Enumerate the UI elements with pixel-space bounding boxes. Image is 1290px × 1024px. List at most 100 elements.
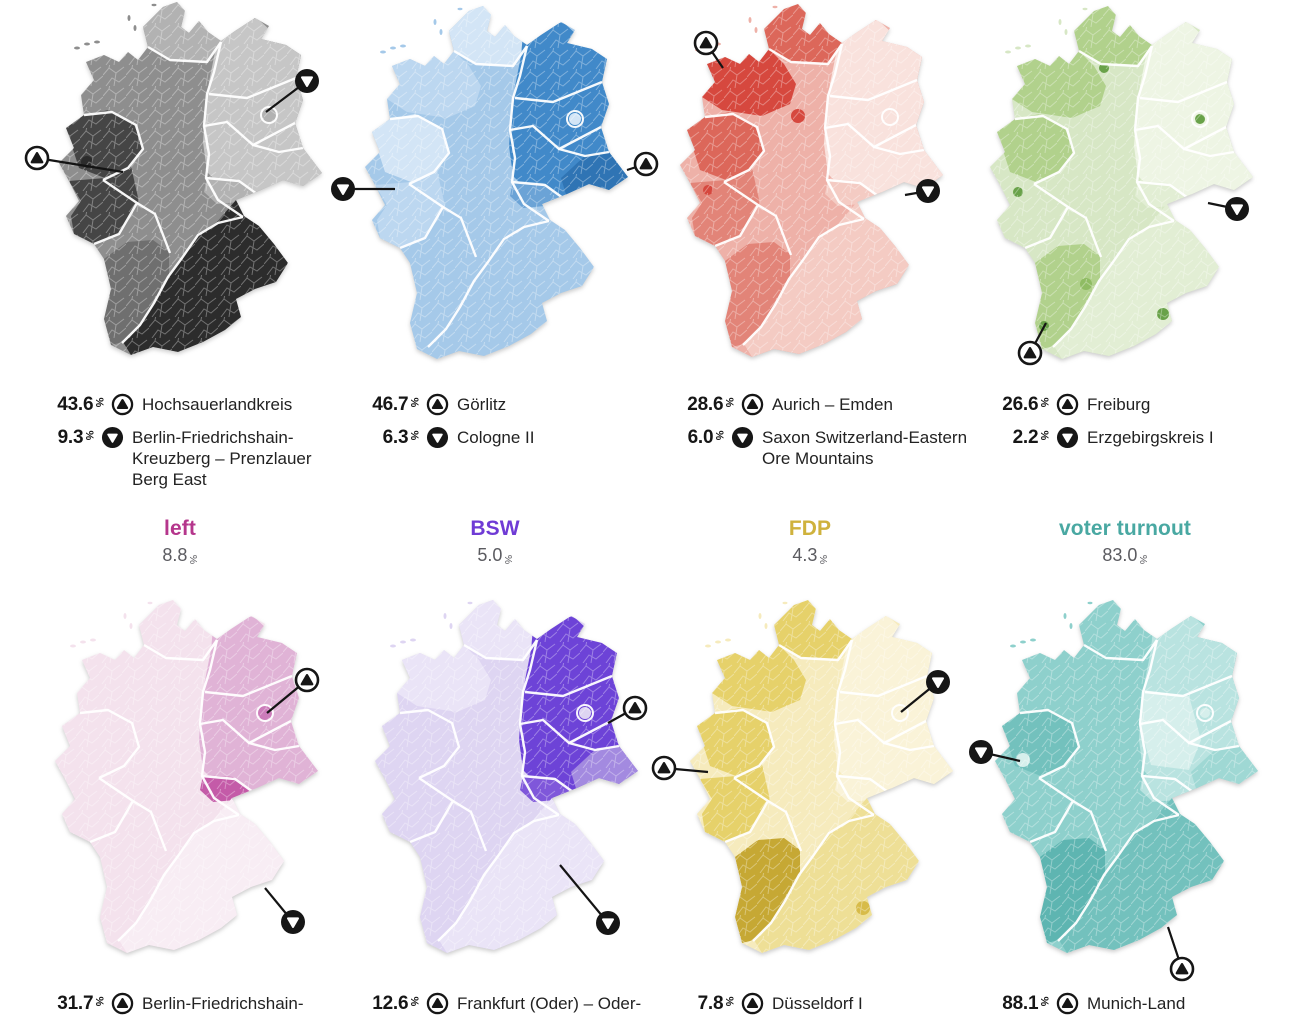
max-stat-icon — [426, 992, 449, 1015]
germany-map — [680, 4, 943, 357]
max-stat-icon — [111, 992, 134, 1015]
choropleth-map-blue — [331, 0, 663, 392]
map-extremes: 46.7% Görlitz 6.3% Cologne II — [345, 393, 653, 460]
germany-map — [995, 600, 1258, 953]
max-marker-icon — [693, 30, 719, 56]
map-title: left — [164, 517, 196, 540]
stat-max-district: Berlin-Friedrichshain- — [142, 994, 304, 1013]
stat-max-value: 12.6% — [372, 993, 421, 1014]
map-extremes: 12.6% Frankfurt (Oder) – Oder- — [345, 992, 653, 1024]
min-marker-icon — [331, 177, 355, 201]
max-stat-icon — [741, 992, 764, 1015]
percent-sign: % — [83, 430, 96, 441]
map-title-value: 4.3% — [792, 545, 829, 565]
stat-min-district: Erzgebirgskreis I — [1087, 428, 1214, 447]
map-title-block: BSW 5.0% — [345, 517, 645, 566]
max-stat-icon — [741, 393, 764, 416]
stat-min: 6.0% Saxon Switzerland-Eastern Ore Mount… — [660, 426, 968, 469]
map-extremes: 31.7% Berlin-Friedrichshain- — [30, 992, 338, 1024]
max-stat-icon — [426, 393, 449, 416]
stat-max-district: Frankfurt (Oder) – Oder- — [457, 994, 642, 1013]
max-marker-icon — [651, 755, 677, 781]
stat-max: 7.8% Düsseldorf I — [660, 992, 968, 1015]
stat-min-district: Cologne II — [457, 428, 535, 447]
min-marker-icon — [969, 740, 993, 764]
max-marker-icon — [294, 667, 320, 693]
min-marker-icon — [926, 670, 950, 694]
choropleth-map-yellow — [648, 590, 978, 990]
stat-max: 31.7% Berlin-Friedrichshain- — [30, 992, 338, 1015]
max-marker-icon — [1017, 340, 1043, 366]
stat-min-value: 6.0% — [687, 427, 726, 448]
map-title-value: 8.8% — [162, 545, 199, 565]
germany-map — [365, 6, 628, 359]
stat-max-district: Görlitz — [457, 395, 507, 414]
min-stat-icon — [1056, 426, 1079, 449]
map-title-block: FDP 4.3% — [660, 517, 960, 566]
percent-sign: % — [1137, 554, 1149, 565]
max-stat-icon — [111, 393, 134, 416]
min-marker-icon — [1225, 197, 1249, 221]
min-marker-icon — [916, 179, 940, 203]
stat-max-district: Freiburg — [1087, 395, 1151, 414]
stat-max-value: 28.6% — [687, 394, 736, 415]
germany-map — [990, 6, 1253, 359]
stat-max-value: 46.7% — [372, 394, 421, 415]
max-stat-icon — [1056, 393, 1079, 416]
stat-max: 12.6% Frankfurt (Oder) – Oder- — [345, 992, 653, 1015]
stat-min-district: Saxon Switzerland-Eastern Ore Mountains — [762, 428, 968, 469]
min-marker-icon — [295, 69, 319, 93]
germany-map — [375, 600, 638, 953]
stat-max-district: Hochsauerlandkreis — [142, 395, 293, 414]
map-extremes: 26.6% Freiburg 2.2% Erzgebirgskreis I — [975, 393, 1283, 460]
stat-max-district: Munich-Land — [1087, 994, 1186, 1013]
stat-max: 28.6% Aurich – Emden — [660, 393, 968, 416]
germany-map — [55, 600, 318, 953]
map-title-value: 5.0% — [477, 545, 514, 565]
percent-sign: % — [93, 397, 106, 408]
percent-sign: % — [502, 554, 514, 565]
map-title-block: left 8.8% — [30, 517, 330, 566]
choropleth-map-green — [962, 0, 1290, 392]
map-extremes: 7.8% Düsseldorf I — [660, 992, 968, 1024]
stat-max-value: 26.6% — [1002, 394, 1051, 415]
map-extremes: 28.6% Aurich – Emden 6.0% Saxon Switzerl… — [660, 393, 968, 480]
stat-max-value: 31.7% — [57, 993, 106, 1014]
map-extremes: 88.1% Munich-Land — [975, 992, 1283, 1024]
stat-min: 6.3% Cologne II — [345, 426, 653, 449]
max-stat-icon — [1056, 992, 1079, 1015]
stat-max: 46.7% Görlitz — [345, 393, 653, 416]
max-marker-icon — [1169, 956, 1195, 982]
stat-max: 88.1% Munich-Land — [975, 992, 1283, 1015]
stat-max-district: Düsseldorf I — [772, 994, 863, 1013]
percent-sign: % — [408, 430, 421, 441]
choropleth-map-grey — [15, 0, 345, 392]
choropleth-map-red — [648, 0, 978, 392]
stat-max-value: 7.8% — [697, 993, 736, 1014]
choropleth-map-purple — [333, 590, 663, 990]
min-marker-icon — [281, 910, 305, 934]
stat-max-district: Aurich – Emden — [772, 395, 893, 414]
stat-max: 26.6% Freiburg — [975, 393, 1283, 416]
stat-min-value: 9.3% — [57, 427, 96, 448]
map-title-value: 83.0% — [1102, 545, 1149, 565]
min-marker-icon — [596, 911, 620, 935]
map-extremes: 43.6% Hochsauerlandkreis 9.3% Berlin-Fri… — [30, 393, 338, 501]
map-title: FDP — [788, 517, 832, 540]
max-marker-icon — [24, 145, 50, 171]
percent-sign: % — [93, 996, 106, 1007]
germany-map — [690, 600, 953, 953]
percent-sign: % — [187, 554, 199, 565]
stat-min-value: 2.2% — [1012, 427, 1051, 448]
stat-max: 43.6% Hochsauerlandkreis — [30, 393, 338, 416]
percent-sign: % — [408, 397, 421, 408]
stat-min: 9.3% Berlin-Friedrichshain-Kreuzberg – P… — [30, 426, 338, 490]
percent-sign: % — [723, 996, 736, 1007]
percent-sign: % — [723, 397, 736, 408]
percent-sign: % — [1038, 430, 1051, 441]
germany-map — [59, 2, 322, 355]
stat-min: 2.2% Erzgebirgskreis I — [975, 426, 1283, 449]
max-marker-icon — [622, 695, 648, 721]
percent-sign: % — [817, 554, 829, 565]
